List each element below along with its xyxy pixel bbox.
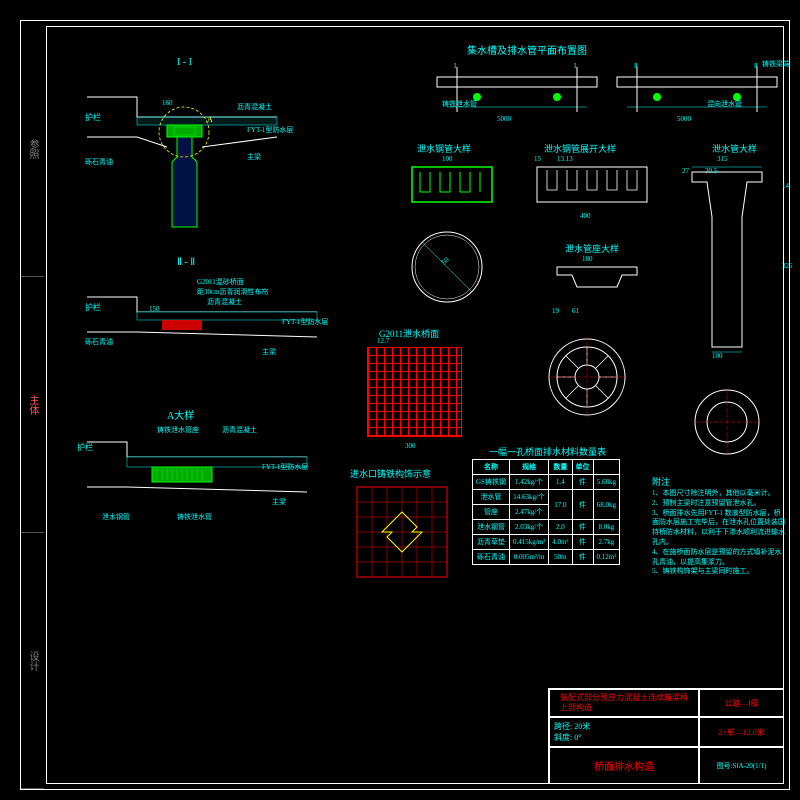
pipe-unfold-drawing	[527, 157, 657, 212]
seat-dim-1: 180	[582, 255, 593, 263]
da-label-fyt: FYT-1型防水层	[262, 462, 308, 472]
plan-label-sec2b: Ⅱ	[754, 62, 757, 70]
title-block: 装配式部分预应力混凝土连续箱梁桥上部构造 公路—Ⅰ级 跨径: 20米斜度: 0°…	[548, 688, 783, 783]
mat-table-title: 一幅一孔桥面排水材料数量表	[489, 445, 606, 458]
s2-label-g2011: G2011混砂桥面	[197, 277, 244, 287]
s1-label-barrier: 护栏	[85, 112, 101, 123]
plan-label-sec2a: Ⅱ	[634, 62, 637, 70]
section1-drawing: A	[77, 67, 307, 237]
da-label-seat: 铸铁泄水管座	[157, 425, 199, 435]
grate-dim-w: 300	[405, 442, 416, 450]
seat-dim-3: 61	[572, 307, 579, 315]
s2-label-gravel: 砾石青油	[85, 337, 113, 347]
spoke-circle	[537, 327, 637, 427]
tb-title: 装配式部分预应力混凝土连续箱梁桥上部构造	[549, 689, 699, 717]
plan-view	[427, 57, 787, 127]
da-label-beam: 主梁	[272, 497, 286, 507]
pipe-detail-title: 泄水钢管大样	[417, 142, 471, 155]
s1-label-beam: 主梁	[247, 152, 261, 162]
plan-label-sec1b: I	[574, 62, 576, 70]
pipe-bottom-plan	[687, 382, 767, 462]
seat-title: 泄水管座大样	[565, 242, 619, 255]
pipe-unfold-title: 泄水钢管展开大样	[544, 142, 616, 155]
s2-label-fyt: FYT-1型防水层	[282, 317, 328, 327]
svg-text:A: A	[207, 115, 213, 124]
notes-title: 附注	[652, 475, 670, 488]
s1-label-asphalt: 沥青混凝土	[237, 102, 272, 112]
ps-dim-325: 325	[782, 262, 793, 270]
s2-label-beam: 主梁	[262, 347, 276, 357]
pu-dim-13: 13.13	[557, 155, 573, 163]
plan-label-end: 铸铁梁端	[762, 59, 790, 69]
ps-dim-305: 30.5	[705, 167, 717, 175]
s2-dim-1: 150	[149, 305, 160, 313]
drawing-frame-outer: 参照 主体 设计 集水槽及排水管平面布置图 5000 5000 I I Ⅱ Ⅱ …	[20, 20, 790, 790]
side-tab-1[interactable]: 参照	[21, 21, 44, 277]
main-title: 集水槽及排水管平面布置图	[467, 42, 587, 57]
seat-dim-2: 19	[552, 307, 559, 315]
s2-label-barrier: 护栏	[85, 302, 101, 313]
s2-label-30cm: 距30cm沥青润滑性布帘	[197, 287, 269, 297]
ps-dim-315: 315	[717, 155, 728, 163]
plan-label-pipe2: 混向泄水管	[707, 99, 742, 109]
s2-label-asphalt: 沥青混凝土	[207, 297, 242, 307]
ps-dim-100: 100	[712, 352, 723, 360]
tb-variant: 2×单—12.0米	[699, 717, 784, 747]
notes-body: 1、本图尺寸除注明外，其他以毫米计。 2、预制主梁时注意预留管泄水孔。 3、桥面…	[652, 489, 787, 577]
inlet-title: 进水口铸铁构饰示意	[350, 467, 431, 480]
da-label-castpipe: 铸铁泄水管	[177, 512, 212, 522]
pu-dim-15a: 15	[534, 155, 541, 163]
s1-label-gravel: 砾石青油	[85, 157, 113, 167]
tb-sheet-name: 桥面排水构造	[549, 747, 699, 784]
grate-hatch	[367, 347, 462, 437]
plan-dim-2: 5000	[677, 115, 691, 123]
tb-class: 公路—Ⅰ级	[699, 689, 784, 717]
tb-sheet-no: 图号:SⅠA-20(1/1)	[699, 747, 784, 784]
ps-dim-27: 27	[682, 167, 689, 175]
pipe-side-title: 泄水管大样	[712, 142, 757, 155]
plan-dim-1: 5000	[497, 115, 511, 123]
s1-dim-1: 160	[162, 99, 173, 107]
pd-dim-1: 100	[442, 155, 453, 163]
seat-drawing	[542, 257, 652, 307]
circle-section	[402, 222, 492, 312]
da-label-asphalt: 沥青混凝土	[222, 425, 257, 435]
side-tab-2[interactable]: 主体	[21, 277, 44, 533]
plan-label-sec1a: I	[454, 62, 456, 70]
section2-title: Ⅱ - Ⅱ	[177, 257, 195, 268]
plan-label-pipe: 铸铁泄水管	[442, 99, 477, 109]
da-label-grate: 泄水钢管	[102, 512, 130, 522]
grate-dim-t: 12.7	[377, 337, 389, 345]
pipe-detail-drawing	[402, 157, 502, 212]
s1-label-fyt: FYT-1型防水层	[247, 125, 293, 135]
pu-dim-w: 400	[580, 212, 591, 220]
pipe-side-drawing	[672, 157, 782, 377]
detail-a-title: A大样	[167, 407, 194, 422]
inlet-drawing	[352, 482, 452, 582]
ps-dim-14: 14	[782, 182, 789, 190]
detail-a-drawing	[77, 422, 327, 542]
side-tab-3[interactable]: 设计	[21, 533, 44, 789]
tb-span: 跨径: 20米斜度: 0°	[549, 717, 699, 747]
material-table: 名称规格 数量单位 GS铸铁钢1.42kg/个1.4件5.68kg 泄水管14.…	[472, 459, 620, 565]
da-label-barrier: 护栏	[77, 442, 93, 453]
drawing-frame-inner: 集水槽及排水管平面布置图 5000 5000 I I Ⅱ Ⅱ 铸铁泄水管 混向泄…	[46, 26, 784, 784]
side-tab-container: 参照 主体 设计	[21, 21, 44, 789]
